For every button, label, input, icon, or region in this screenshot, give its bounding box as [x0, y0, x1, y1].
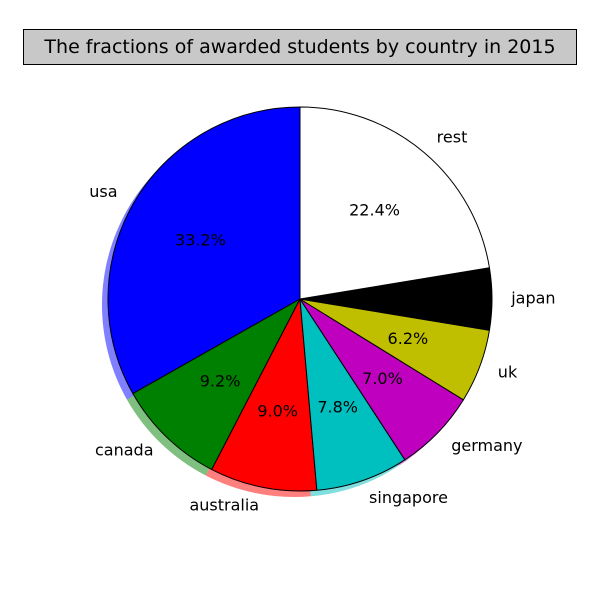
pct-label-singapore: 7.8% [317, 397, 358, 416]
chart-title: The fractions of awarded students by cou… [23, 29, 577, 65]
slice-label-germany: germany [451, 436, 522, 455]
slice-singapore [299, 298, 406, 491]
pct-label-australia: 9.0% [257, 402, 298, 421]
slice-label-japan: japan [510, 289, 555, 308]
slice-label-uk: uk [498, 363, 518, 382]
slice-label-rest: rest [437, 127, 468, 146]
slice-label-canada: canada [95, 441, 154, 460]
slice-label-singapore: singapore [369, 488, 448, 507]
slice-rest [299, 106, 490, 300]
pct-label-canada: 9.2% [200, 371, 241, 390]
slice-label-usa: usa [89, 182, 117, 201]
slice-canada [132, 298, 301, 471]
slice-label-australia: australia [189, 496, 259, 515]
pct-label-uk: 6.2% [388, 329, 429, 348]
pct-label-germany: 7.0% [362, 369, 403, 388]
pct-label-rest: 22.4% [349, 201, 400, 220]
slice-australia [211, 298, 318, 492]
slice-usa [107, 106, 301, 395]
pct-label-usa: 33.2% [175, 230, 226, 249]
